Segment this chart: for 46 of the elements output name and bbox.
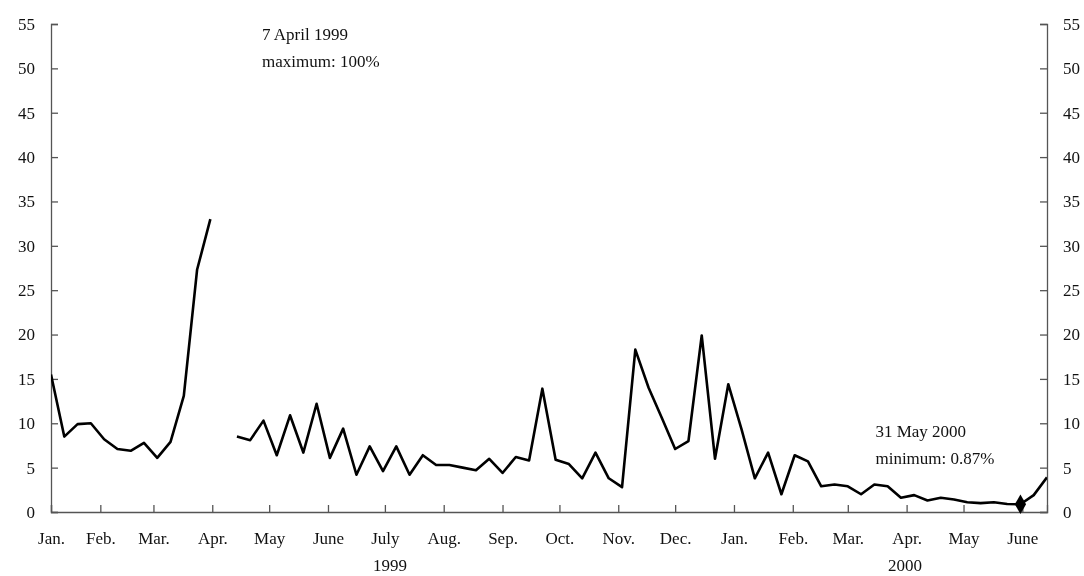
y2-tick-label: 45 <box>1063 103 1080 123</box>
y-tick-label: 45 <box>18 103 35 123</box>
x-tick-label: July <box>371 529 401 549</box>
x-tick-label: Oct. <box>545 529 575 549</box>
y-tick-label: 35 <box>18 192 35 212</box>
y2-tick-label: 10 <box>1063 414 1080 434</box>
annotation: 31 May 2000 minimum: 0.87% <box>875 422 995 469</box>
x-tick-label: Mar. <box>832 529 865 549</box>
y2-tick-label: 40 <box>1063 148 1080 168</box>
y-tick-label: 0 <box>26 502 35 522</box>
x-tick-label: Jan. <box>38 529 65 549</box>
y-tick-label: 20 <box>18 325 35 345</box>
y2-tick-label: 5 <box>1063 458 1072 478</box>
y2-tick-label: 55 <box>1063 14 1080 34</box>
x-tick-label: Sep. <box>488 529 518 549</box>
y-tick-label: 15 <box>18 369 35 389</box>
y-tick-label: 25 <box>18 281 35 301</box>
x-tick-label: June <box>1007 529 1039 549</box>
annotation: 7 April 1999 maximum: 100% <box>262 25 380 71</box>
y2-tick-label: 20 <box>1063 325 1080 345</box>
x-tick-label: Nov. <box>602 529 635 549</box>
x-tick-label: Dec. <box>659 529 692 549</box>
y-tick-label: 40 <box>18 148 35 168</box>
x-tick-label: Apr. <box>197 529 228 549</box>
y2-tick-label: 30 <box>1063 236 1080 256</box>
x-tick-label: Aug. <box>427 529 461 549</box>
y2-tick-label: 15 <box>1063 369 1080 389</box>
x-tick-label: Apr. <box>892 529 922 549</box>
y2-tick-label: 35 <box>1063 192 1080 212</box>
y-tick-label: 10 <box>18 414 35 434</box>
y-tick-label: 30 <box>18 236 35 256</box>
x-tick-label: Mar. <box>138 529 170 549</box>
x-tick-label: Jan. <box>721 529 748 549</box>
y-tick-label: 50 <box>18 59 35 79</box>
x-tick-label: Feb. <box>778 529 809 549</box>
y2-tick-label: 50 <box>1063 59 1080 79</box>
y-tick-label: 5 <box>26 458 35 478</box>
x-tick-label: June <box>312 529 345 549</box>
y-tick-label: 55 <box>18 14 35 34</box>
y2-tick-label: 0 <box>1063 502 1072 522</box>
x-tick-label: May <box>948 529 981 549</box>
text: 1999 <box>373 556 407 575</box>
text: 2000 <box>888 556 922 575</box>
x-tick-label: May <box>254 529 286 549</box>
y2-tick-label: 25 <box>1063 281 1080 301</box>
x-tick-label: Feb. <box>85 529 116 549</box>
